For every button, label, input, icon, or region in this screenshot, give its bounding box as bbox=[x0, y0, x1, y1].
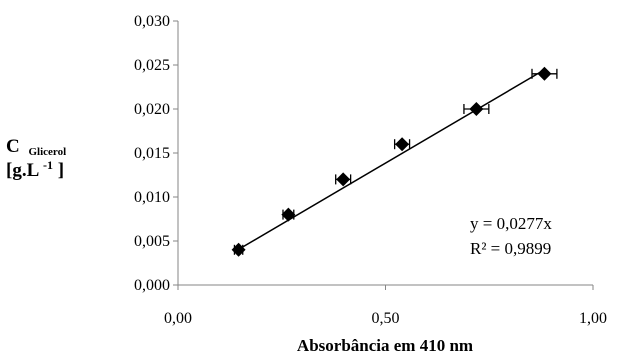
data-point-diamond bbox=[336, 172, 351, 187]
y-label-unit-exp: -1 bbox=[43, 158, 53, 172]
r-squared-label: R² = 0,9899 bbox=[470, 239, 551, 258]
equation-label: y = 0,0277x bbox=[470, 214, 552, 233]
data-point-diamond bbox=[231, 242, 246, 257]
x-tick-label: 0,00 bbox=[164, 310, 192, 327]
y-tick-label: 0,030 bbox=[134, 13, 170, 30]
data-points bbox=[231, 66, 558, 257]
svg-text:C Glicerol: C Glicerol bbox=[6, 136, 66, 158]
y-tick-label: 0,020 bbox=[134, 101, 170, 118]
y-tick-label: 0,025 bbox=[134, 57, 170, 74]
y-label-unit: [g.L bbox=[6, 160, 39, 181]
y-label-main: C bbox=[6, 136, 20, 157]
y-tick-label: 0,005 bbox=[134, 233, 170, 250]
y-axis-ticks: 0,000 0,005 0,010 0,015 0,020 0,025 0,030 bbox=[134, 13, 178, 294]
data-point-diamond bbox=[395, 137, 410, 152]
x-tick-label: 1,00 bbox=[579, 310, 607, 327]
data-point-diamond bbox=[537, 66, 552, 81]
data-point-diamond bbox=[469, 102, 484, 116]
data-point-diamond bbox=[281, 207, 296, 222]
y-tick-label: 0,015 bbox=[134, 145, 170, 162]
y-label-sub: Glicerol bbox=[28, 146, 66, 158]
y-tick-label: 0,010 bbox=[134, 189, 170, 206]
y-tick-label: 0,000 bbox=[134, 277, 170, 294]
x-axis-label: Absorbância em 410 nm bbox=[297, 336, 473, 355]
svg-text:[g.L -1 ]: [g.L -1 ] bbox=[6, 153, 64, 181]
x-axis-ticks: 0,00 0,50 1,00 bbox=[164, 285, 607, 327]
x-tick-label: 0,50 bbox=[372, 310, 400, 327]
y-axis-label: C Glicerol [g.L -1 ] bbox=[6, 136, 66, 181]
y-label-unit-close: ] bbox=[58, 160, 64, 181]
